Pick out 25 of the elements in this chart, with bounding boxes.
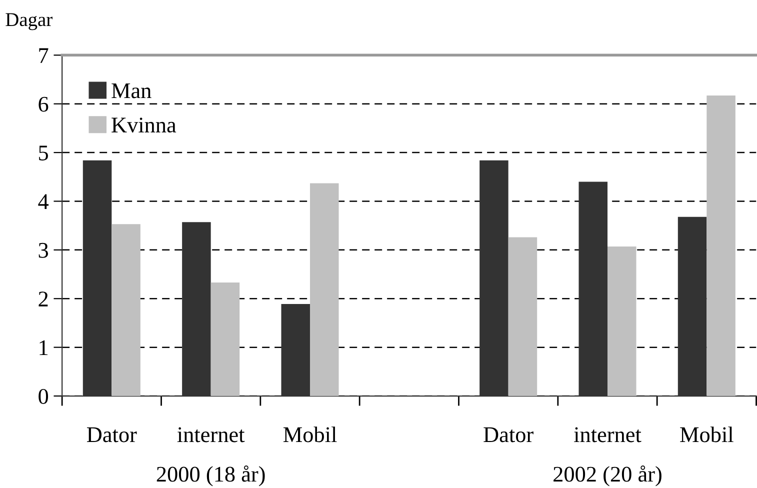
y-tick-label: 0 [38,388,48,404]
x-tick-label: Dator [484,427,534,442]
y-tick-label: 5 [39,146,48,160]
x-tick-label: internet [177,427,245,442]
y-tick-label: 2 [38,292,48,306]
legend-label: Kvinna [112,118,176,133]
y-axis-title: Dagar [6,13,52,30]
x-tick-label: internet [574,427,642,442]
y-tick-label: 3 [38,242,48,258]
bar [210,282,240,396]
bar [112,224,140,396]
x-tick-label: Mobil [680,426,734,442]
legend-label: Man [112,83,152,98]
y-tick-label: 4 [38,194,49,209]
bar [706,96,736,396]
bar [310,183,339,396]
y-tick-label: 6 [38,96,48,112]
y-tick-label: 1 [40,340,48,356]
bar [607,246,636,396]
text: 2000 (18 år) [156,465,265,486]
y-tick-label: 7 [39,48,48,63]
text: 2002 (20 år) [554,465,662,486]
bar [508,237,538,396]
x-tick-label: Dator [87,427,137,442]
x-tick-label: Mobil [283,426,337,442]
